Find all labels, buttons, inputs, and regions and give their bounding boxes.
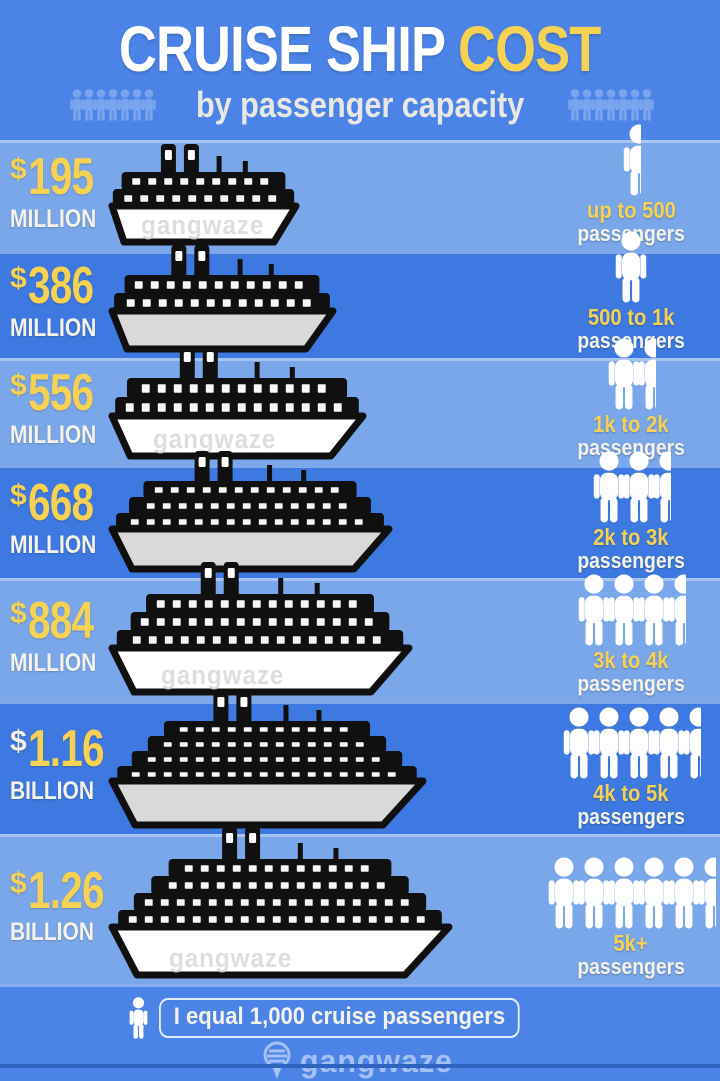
ship-wrap xyxy=(106,140,301,247)
ship-wrap xyxy=(106,241,338,354)
capacity-label: 2k to 3k xyxy=(593,525,668,549)
person-icon xyxy=(128,997,149,1039)
price-label: $1.26 BILLION xyxy=(10,837,130,978)
page-title: CRUISE SHIP COST xyxy=(119,17,601,81)
ship-wrap xyxy=(106,558,414,697)
infographic-root: { "header": { "title_main": "CRUISE SHIP… xyxy=(0,0,720,1047)
cruise-ship-illustration xyxy=(106,342,368,461)
ship-wrap xyxy=(106,823,454,980)
price-label: $668 MILLION xyxy=(10,468,130,572)
price-unit: BILLION xyxy=(10,777,111,806)
passengers-label: passengers xyxy=(577,672,685,695)
passenger-count-icons xyxy=(546,857,715,929)
footer: I equal 1,000 cruise passengers gangwaze xyxy=(0,984,720,1068)
price-unit: BILLION xyxy=(10,918,111,947)
cruise-ship-illustration xyxy=(106,823,454,980)
legend-label: I equal 1,000 cruise passengers xyxy=(159,998,520,1038)
half-person-icon xyxy=(636,338,655,410)
cruise-ship-illustration xyxy=(106,447,394,574)
bottom-edge xyxy=(0,1064,720,1068)
capacity-label: up to 500 xyxy=(587,198,676,222)
passenger-count-icons xyxy=(561,707,700,779)
passengers-label: passengers xyxy=(577,955,685,978)
capacity-label: 5k+ xyxy=(614,931,648,955)
price-label: $195 MILLION xyxy=(10,143,130,245)
price-value: 556 xyxy=(28,370,93,417)
dollar-sign: $ xyxy=(10,482,27,509)
gangwaze-pin-icon xyxy=(260,1041,294,1081)
capacity-label: 1k to 2k xyxy=(593,412,668,436)
passenger-icons-left xyxy=(69,89,153,121)
person-icon xyxy=(128,997,149,1039)
half-person-icon xyxy=(681,707,700,779)
ship-wrap xyxy=(106,447,394,574)
dollar-sign: $ xyxy=(10,728,27,755)
cruise-ship-illustration xyxy=(106,140,301,247)
pin-icon xyxy=(260,1041,294,1081)
price-unit: MILLION xyxy=(10,314,111,343)
title-main: CRUISE SHIP xyxy=(119,13,444,85)
passengers-label: passengers xyxy=(577,805,685,828)
passenger-count-icons xyxy=(606,338,655,410)
price-label: $1.16 BILLION xyxy=(10,704,130,828)
price-unit: MILLION xyxy=(10,531,111,560)
price-value: 884 xyxy=(28,598,93,645)
half-person-icon xyxy=(666,574,685,646)
capacity-zone: 5k+passengers xyxy=(542,839,720,978)
price-label: $884 MILLION xyxy=(10,581,130,695)
price-value: 668 xyxy=(28,480,93,527)
ship-wrap xyxy=(106,342,368,461)
passengers-label: passengers xyxy=(577,549,685,572)
half-person-icon xyxy=(696,857,715,929)
person-icon xyxy=(639,89,655,121)
capacity-label: 3k to 4k xyxy=(593,648,668,672)
price-value: 195 xyxy=(28,154,93,201)
dollar-sign: $ xyxy=(10,156,27,183)
half-person-icon xyxy=(651,451,670,523)
capacity-label: 4k to 5k xyxy=(593,781,668,805)
brand-logo: gangwaze xyxy=(260,1041,461,1081)
price-unit: MILLION xyxy=(10,649,111,678)
title-accent: COST xyxy=(458,13,601,85)
price-unit: MILLION xyxy=(10,421,111,450)
passenger-count-icons xyxy=(613,231,649,303)
price-value: 1.16 xyxy=(28,726,104,773)
passenger-count-icons xyxy=(591,451,670,523)
person-icon xyxy=(141,89,157,121)
half-person-icon xyxy=(621,124,640,196)
price-value: 1.26 xyxy=(28,868,104,915)
ship-wrap xyxy=(106,687,428,830)
price-value: 386 xyxy=(28,263,93,310)
price-label: $556 MILLION xyxy=(10,361,130,459)
dollar-sign: $ xyxy=(10,372,27,399)
brand-name: gangwaze xyxy=(300,1043,453,1080)
dollar-sign: $ xyxy=(10,265,27,292)
cruise-ship-illustration xyxy=(106,687,428,830)
person-icon xyxy=(613,231,649,303)
legend: I equal 1,000 cruise passengers xyxy=(128,997,551,1039)
subtitle-row: by passenger capacity xyxy=(69,87,651,123)
cruise-ship-illustration xyxy=(106,241,338,354)
subtitle: by passenger capacity xyxy=(196,87,524,123)
capacity-label: 500 to 1k xyxy=(588,305,675,329)
passenger-icons-right xyxy=(567,89,651,121)
passenger-count-icons xyxy=(621,124,640,196)
dollar-sign: $ xyxy=(10,600,27,627)
cruise-ship-illustration xyxy=(106,558,414,697)
header: CRUISE SHIP COST xyxy=(0,0,720,140)
price-label: $386 MILLION xyxy=(10,254,130,352)
passenger-count-icons xyxy=(576,574,685,646)
price-unit: MILLION xyxy=(10,205,111,234)
dollar-sign: $ xyxy=(10,870,27,897)
